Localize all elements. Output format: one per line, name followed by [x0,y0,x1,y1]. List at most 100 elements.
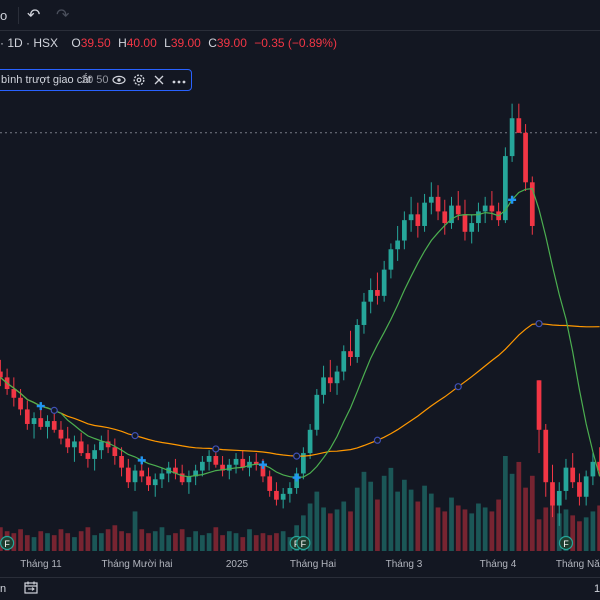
candle-body [220,464,225,471]
volume-bar [489,511,495,551]
volume-bar [563,509,569,551]
candle-body [334,371,340,384]
ma-point [454,383,462,391]
close-label: C [208,36,217,50]
candle-body [422,202,427,226]
candle-body [381,269,387,296]
volume-bar [51,535,57,551]
candle-body [206,456,212,462]
candle-body [503,156,508,221]
volume-bar [543,507,549,551]
more-icon[interactable] [171,72,187,88]
indicator-name: bình trượt giao cắt [1,74,92,86]
volume-bar [354,487,360,551]
volume-bar [577,521,582,551]
event-marker-label: F [563,539,569,549]
eye-icon[interactable] [111,72,127,88]
candle-body [31,418,37,424]
volume-bar [368,481,374,551]
volume-bar [408,489,414,551]
candle-body [119,456,124,468]
volume-bar [226,531,232,551]
candle-body [112,447,118,456]
volume-bar [45,533,50,551]
ma-fast-line [0,188,600,479]
volume-bar [476,503,481,551]
candle-body [577,482,582,497]
volume-bar [509,473,515,551]
candle-body [583,476,589,497]
volume-bar [348,511,353,551]
calendar-icon[interactable] [24,581,38,594]
candle-body [38,418,44,427]
close-value: 39.00 [216,36,247,50]
volume-bar [381,475,387,551]
candle-body [92,450,97,459]
candle-body [550,482,555,506]
volume-bar [455,505,461,551]
ohlc-legend: · 1D · HSX O39.50 H40.00 L39.00 C39.00 −… [0,36,337,52]
candle-body [260,464,266,477]
candle-body [287,488,293,494]
volume-bar [449,497,454,551]
indicator-params: 10 50 [81,74,109,86]
volume-bar [78,531,84,551]
volume-bar [233,533,239,551]
candle-body [529,182,535,226]
volume-bar [72,537,77,551]
volume-bar [556,513,562,551]
candle-body [146,476,151,486]
volume-bar [442,511,448,551]
volume-bar [301,515,306,551]
volume-bar [99,533,104,551]
high-value: 40.00 [126,36,157,50]
ma-point [535,320,543,328]
candle-body [65,438,71,448]
symbol-label[interactable]: · 1D · HSX [0,36,59,50]
candle-body [253,461,259,465]
volume-bar [186,537,192,551]
candle-body [469,223,475,232]
volume-bar [570,515,576,551]
candle-body [563,467,569,491]
candle-body [152,479,158,486]
candle-body [428,196,434,203]
candle-body [193,470,198,477]
close-icon[interactable] [151,72,167,88]
volume-bar [274,533,279,551]
candle-body [395,240,400,250]
candle-body [0,371,3,378]
candle-body [307,429,313,454]
volume-bar [361,471,367,551]
event-marker-label: F [301,539,307,549]
toolbar-fragment: o [0,8,8,23]
volume-bar [125,533,131,551]
volume-bar [341,501,347,551]
candle-body [449,205,454,224]
volume-bar [334,509,340,551]
candle-body [186,476,192,483]
candle-body [173,467,178,474]
event-marker [558,535,574,551]
volume-bar [92,535,97,551]
settings-icon[interactable] [131,72,147,88]
candle-body [341,351,347,372]
candle-body [516,118,522,133]
volume-bar [435,507,441,551]
x-tick-label: 2025 [226,559,249,570]
indicator-pill[interactable]: bình trượt giao cắt 10 50 [0,69,192,91]
candle-body [455,205,461,215]
volume-bar [496,499,501,551]
undo-icon[interactable]: ↶ [27,7,41,24]
volume-bar [166,535,172,551]
volume-bar [139,529,145,551]
volume-bar [179,529,185,551]
redo-icon[interactable]: ↷ [56,7,70,24]
volume-bar [200,535,205,551]
top-toolbar: o ↶ ↷ [0,0,600,31]
footer-fragment: n [0,583,7,595]
candle-body [139,470,145,477]
candle-body [348,351,353,357]
volume-bar [388,467,394,551]
